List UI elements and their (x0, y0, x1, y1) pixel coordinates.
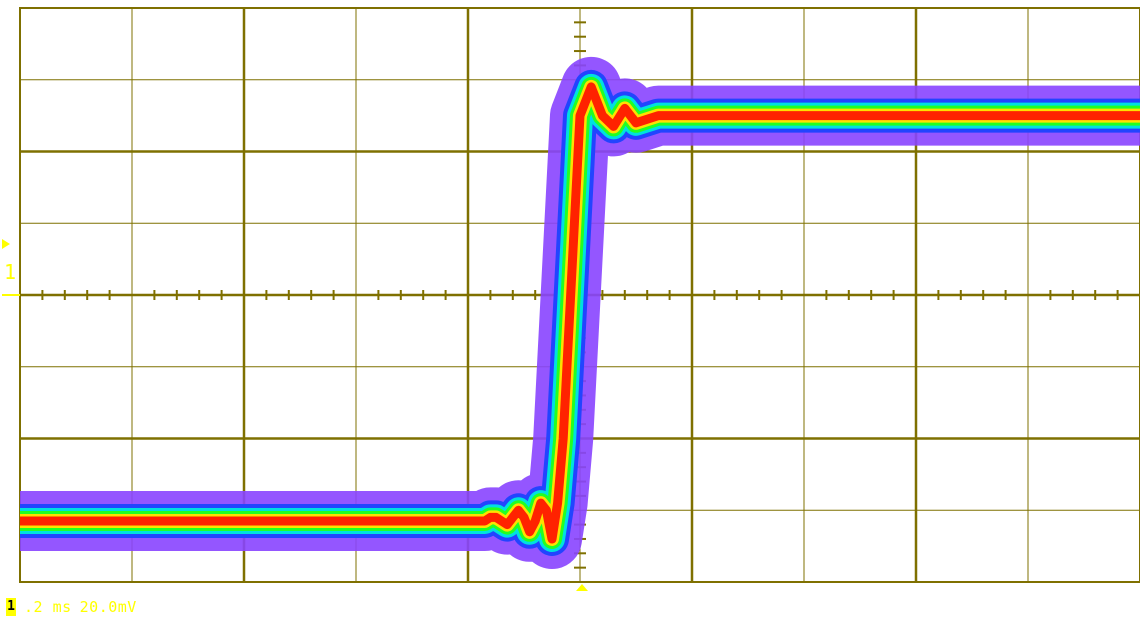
vscale-readout: 20.0mV (79, 598, 137, 616)
timebase-readout: .2 ms (24, 598, 72, 616)
trigger-level-marker (2, 239, 10, 249)
markers (2, 239, 588, 591)
channel-1-ground-marker: 1 (4, 262, 16, 282)
channel-1-marker-label: 1 (4, 260, 17, 284)
trace-band-5 (20, 82, 1140, 544)
trigger-position-marker (576, 584, 588, 591)
waveform-trace (20, 56, 1140, 569)
channel-badge: 1 (6, 598, 16, 616)
status-bar: 1 .2 ms 20.0mV (6, 596, 137, 618)
